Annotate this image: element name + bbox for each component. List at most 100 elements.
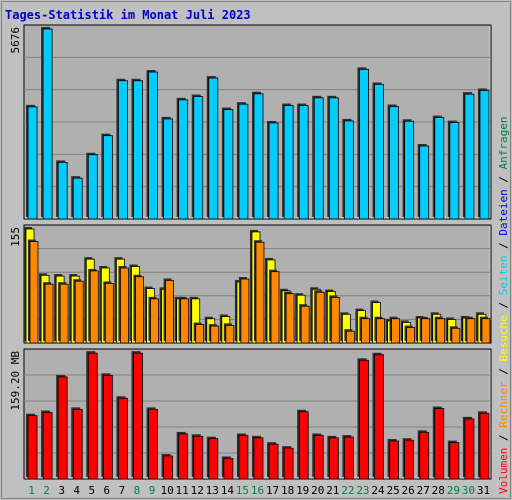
x-tick-label: 14 <box>221 484 235 497</box>
bar-volumen-day-7 <box>118 397 128 480</box>
x-tick-label: 11 <box>176 484 189 497</box>
bar-volumen-day-13 <box>208 438 219 480</box>
bar-anfragen-day-12 <box>193 96 204 220</box>
x-tick-label: 18 <box>281 484 294 497</box>
bar-rechner-day-20 <box>315 291 325 344</box>
bar-volumen-day-29 <box>449 442 460 480</box>
x-tick-label: 29 <box>447 484 460 497</box>
bar-rechner-day-2 <box>44 283 54 344</box>
bar-rechner-day-21 <box>330 296 340 344</box>
bar-rechner-day-14 <box>225 324 235 344</box>
bar-rechner-day-31 <box>481 318 491 344</box>
x-tick-label: 9 <box>149 484 156 497</box>
bar-anfragen-day-9 <box>148 71 158 220</box>
bar-rechner-day-26 <box>406 327 416 344</box>
x-tick-label: 1 <box>28 484 35 497</box>
bar-rechner-day-15 <box>240 278 250 344</box>
bar-rechner-day-30 <box>466 318 476 344</box>
x-tick-label: 30 <box>462 484 475 497</box>
legend-part: Anfragen <box>497 116 510 169</box>
bar-anfragen-day-22 <box>343 120 354 220</box>
panel-besuche-rechner: 155 <box>9 224 492 344</box>
x-tick-label: 10 <box>160 484 173 497</box>
bar-rechner-day-6 <box>104 283 114 344</box>
bar-volumen-day-17 <box>268 443 279 480</box>
bar-volumen-day-19 <box>298 411 309 480</box>
bar-anfragen-day-19 <box>298 105 309 220</box>
bar-anfragen-day-13 <box>208 77 219 220</box>
bar-rechner-day-5 <box>89 270 99 344</box>
bar-rechner-day-16 <box>255 241 265 344</box>
x-tick-label: 5 <box>88 484 95 497</box>
x-tick-label: 19 <box>296 484 309 497</box>
legend-part: / <box>497 169 510 189</box>
bar-rechner-day-9 <box>150 298 159 344</box>
bar-anfragen-day-4 <box>72 177 83 220</box>
bar-volumen-day-30 <box>464 418 475 480</box>
x-tick-label: 3 <box>58 484 65 497</box>
x-tick-label: 26 <box>402 484 415 497</box>
bar-volumen-day-5 <box>87 352 98 480</box>
bar-volumen-day-27 <box>419 431 430 480</box>
bar-rechner-day-28 <box>436 318 446 344</box>
bar-anfragen-day-14 <box>223 109 234 220</box>
bar-rechner-day-25 <box>391 318 400 344</box>
x-tick-label: 28 <box>432 484 445 497</box>
bar-anfragen-day-3 <box>57 162 68 220</box>
bar-anfragen-day-28 <box>434 117 445 220</box>
bar-volumen-day-25 <box>389 440 399 480</box>
bar-anfragen-day-7 <box>118 80 128 220</box>
x-tick-label: 17 <box>266 484 279 497</box>
bar-rechner-day-13 <box>210 325 220 344</box>
y-max-label-besuche-rechner: 155 <box>9 227 22 247</box>
bar-anfragen-day-27 <box>419 145 430 220</box>
bar-rechner-day-27 <box>421 318 431 344</box>
bar-anfragen-day-1 <box>27 106 38 220</box>
bar-volumen-day-12 <box>193 435 204 480</box>
bar-volumen-day-23 <box>359 359 369 480</box>
legend-part: Besuche <box>497 315 510 361</box>
bar-rechner-day-4 <box>74 280 84 344</box>
x-tick-label: 20 <box>311 484 324 497</box>
bar-volumen-day-3 <box>57 376 68 480</box>
bar-anfragen-day-17 <box>268 122 279 220</box>
bar-anfragen-day-15 <box>238 103 249 220</box>
bar-rechner-day-22 <box>345 330 355 344</box>
bar-rechner-day-12 <box>195 324 205 344</box>
bar-rechner-day-24 <box>376 318 385 344</box>
bar-volumen-day-2 <box>42 412 53 480</box>
bar-anfragen-day-5 <box>87 154 98 220</box>
bar-volumen-day-10 <box>163 455 174 480</box>
bar-volumen-day-9 <box>148 408 158 480</box>
bar-anfragen-day-20 <box>313 97 324 220</box>
bar-rechner-day-8 <box>135 276 144 344</box>
bar-anfragen-day-23 <box>359 68 369 220</box>
bar-rechner-day-23 <box>361 318 370 344</box>
x-tick-label: 4 <box>73 484 80 497</box>
x-tick-label: 16 <box>251 484 264 497</box>
x-tick-label: 8 <box>134 484 141 497</box>
bar-volumen-day-1 <box>27 415 38 480</box>
bar-volumen-day-22 <box>343 436 354 480</box>
bar-anfragen-day-18 <box>283 105 294 220</box>
bar-anfragen-day-24 <box>374 84 384 220</box>
x-tick-label: 6 <box>104 484 111 497</box>
bar-volumen-day-20 <box>313 435 324 480</box>
bar-anfragen-day-31 <box>479 90 490 220</box>
bar-rechner-day-7 <box>119 267 129 344</box>
bar-volumen-day-4 <box>72 408 83 480</box>
x-tick-label: 23 <box>356 484 369 497</box>
bar-anfragen-day-26 <box>404 120 415 220</box>
bar-rechner-day-17 <box>270 271 280 344</box>
bar-volumen-day-28 <box>434 408 445 480</box>
x-tick-label: 2 <box>43 484 50 497</box>
legend-part: Rechner <box>497 381 510 428</box>
bar-rechner-day-3 <box>59 283 69 344</box>
bar-rechner-day-18 <box>285 293 295 344</box>
x-tick-label: 24 <box>371 484 385 497</box>
bar-rechner-day-29 <box>451 327 461 344</box>
bar-volumen-day-8 <box>133 352 143 480</box>
